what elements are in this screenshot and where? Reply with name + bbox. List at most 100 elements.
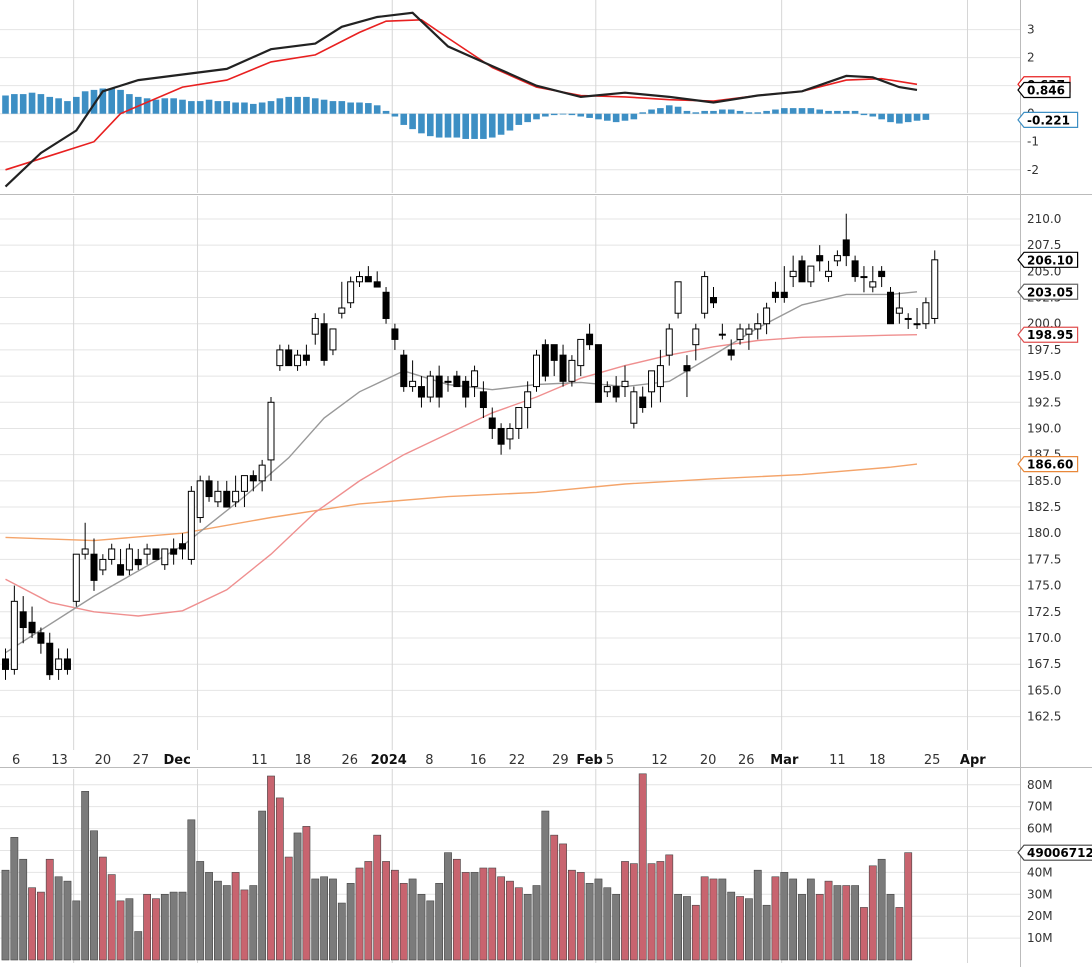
candle-down <box>285 349 293 367</box>
macd-histogram-bar <box>37 94 45 114</box>
macd-histogram-bar <box>161 98 169 114</box>
candle-down <box>152 548 160 560</box>
volume-bar-up <box>408 878 417 961</box>
candle-up <box>338 307 346 314</box>
macd-histogram-bar <box>329 101 337 114</box>
volume-bar-down <box>576 872 585 961</box>
macd-histogram-bar <box>568 113 576 116</box>
macd-histogram-bar <box>887 113 894 123</box>
volume-bar-up <box>320 876 328 961</box>
price-callout-box <box>1017 251 1079 268</box>
candle-up <box>736 328 744 340</box>
volume-bar-up <box>532 885 541 961</box>
price-tick-label: 167.5 <box>1027 657 1061 671</box>
date-label: 26 <box>341 753 358 768</box>
macd-histogram-bar <box>497 113 505 135</box>
candle-down <box>205 480 213 498</box>
volume-bar-down <box>143 893 151 961</box>
macd-histogram-bar <box>205 99 213 114</box>
candle-down <box>28 621 36 634</box>
candle-up <box>232 490 240 503</box>
macd-histogram-bar <box>99 88 107 114</box>
volume-bar-up <box>1 869 10 961</box>
macd-histogram-bar <box>515 113 523 125</box>
macd-histogram-bar <box>267 101 275 114</box>
price-tick-label: 180.0 <box>1027 526 1061 540</box>
volume-bar-up <box>612 893 621 961</box>
volume-bar-down <box>815 893 824 961</box>
candle-up <box>81 548 89 555</box>
candle-up <box>329 328 337 351</box>
volume-bar-down <box>390 869 399 961</box>
candle-up <box>471 370 479 388</box>
candle-up <box>240 475 248 492</box>
date-label: 22 <box>509 753 526 768</box>
macd-histogram-bar <box>542 113 549 117</box>
macd-histogram-bar <box>674 106 682 114</box>
volume-bar-down <box>116 900 125 961</box>
candle-down <box>417 386 425 398</box>
volume-bar-up <box>718 878 727 961</box>
candle-down <box>710 297 717 304</box>
macd-histogram-bar <box>409 113 416 130</box>
date-label-major: Mar <box>770 753 799 768</box>
macd-histogram-bar <box>639 112 646 114</box>
price-tick-label: 175.0 <box>1027 579 1061 593</box>
macd-signal-line <box>5 18 918 171</box>
volume-callout-label: 49006712 <box>1027 846 1092 860</box>
date-label-major: Feb <box>576 753 602 768</box>
macd-histogram-bar <box>11 94 18 114</box>
macd-histogram-bar <box>922 113 930 120</box>
candle-down <box>37 632 45 644</box>
volume-bar-up <box>780 872 789 961</box>
volume-bar-down <box>152 898 160 961</box>
macd-histogram-bar <box>294 96 301 114</box>
candle-up <box>860 276 868 279</box>
macd-histogram-bar <box>798 108 806 114</box>
macd-histogram-bar <box>559 113 567 115</box>
candle-up <box>745 328 753 335</box>
macd-histogram-bar <box>356 102 363 114</box>
macd-histogram-bar <box>763 110 770 114</box>
price-tick-label: 192.5 <box>1027 395 1061 409</box>
macd-histogram-bar <box>223 101 231 114</box>
macd-histogram-bar <box>727 109 735 114</box>
macd-histogram-bar <box>488 113 496 138</box>
macd-histogram-bar <box>117 89 124 114</box>
volume-bar-down <box>284 856 293 961</box>
candle-down <box>453 375 461 388</box>
date-label: 20 <box>95 753 112 768</box>
candle-up <box>311 317 319 335</box>
volume-bar-down <box>231 872 240 961</box>
volume-bar-up <box>426 900 435 961</box>
macd-histogram-bar <box>108 88 115 114</box>
macd-histogram-bar <box>577 113 585 117</box>
macd-callout-label: -0.221 <box>1027 113 1070 127</box>
price-callout-label: 186.60 <box>1027 458 1073 472</box>
candle-up <box>506 427 514 440</box>
macd-histogram-bar <box>736 110 744 114</box>
volume-bar-up <box>833 885 842 961</box>
volume-bar-down <box>736 896 744 961</box>
candle-down <box>497 427 505 445</box>
volume-bar-up <box>523 893 532 961</box>
date-label: 20 <box>700 753 717 768</box>
macd-histogram-bar <box>860 113 868 116</box>
candle-up <box>648 370 656 393</box>
candle-up <box>214 490 222 503</box>
candle-up <box>276 349 284 367</box>
candle-up <box>754 323 762 330</box>
volume-tick-label: 40M <box>1027 865 1053 879</box>
price-callout-label: 198.95 <box>1027 328 1073 342</box>
candle-down <box>586 333 594 346</box>
candle-down <box>46 642 54 676</box>
price-tick-label: 177.5 <box>1027 552 1061 566</box>
volume-bar-down <box>647 863 656 961</box>
macd-histogram-bar <box>373 105 381 114</box>
macd-histogram-bar <box>471 113 478 139</box>
date-label-major: 2024 <box>371 753 407 768</box>
volume-bar-down <box>709 878 718 961</box>
volume-panel <box>1 773 913 961</box>
candle-down <box>559 354 567 382</box>
macd-histogram-bar <box>196 101 204 114</box>
